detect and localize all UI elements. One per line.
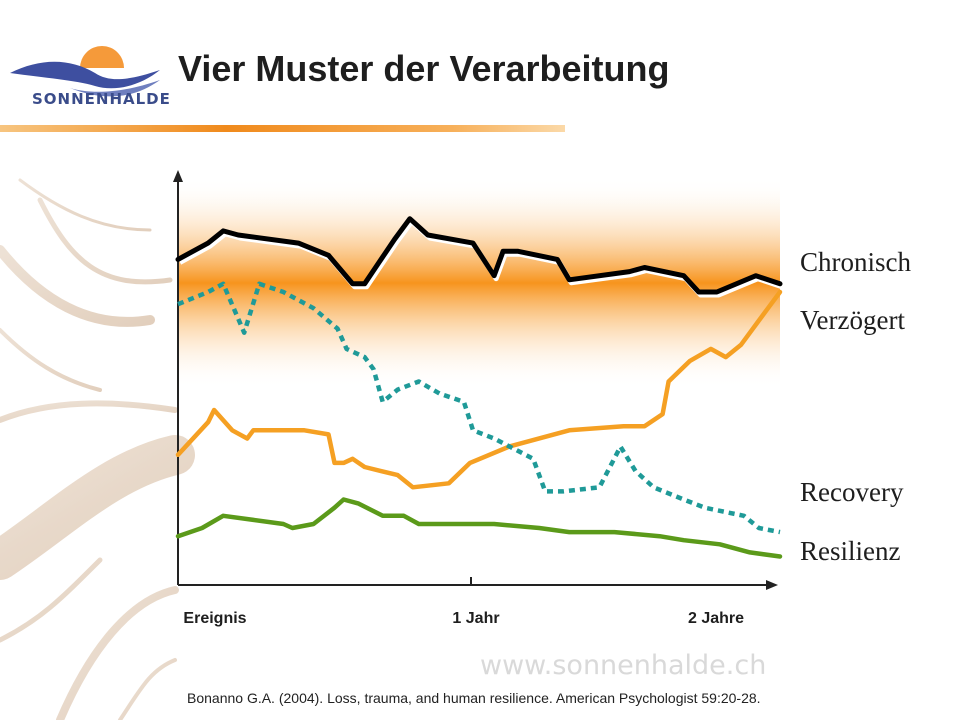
citation: Bonanno G.A. (2004). Loss, trauma, and h… [187, 690, 761, 706]
logo-text: SONNENHALDE [32, 90, 171, 108]
sonnenhalde-logo [10, 46, 160, 97]
slide-title: Vier Muster der Verarbeitung [178, 48, 670, 89]
website-watermark: www.sonnenhalde.ch [480, 650, 767, 681]
label-recovery: Recovery [800, 477, 904, 507]
series-line-recovery [177, 281, 781, 535]
x-axis-arrow [766, 580, 778, 590]
label-delayed: Verzögert [800, 305, 905, 335]
series-line-resilience [175, 497, 783, 559]
series-line-chronic [175, 216, 783, 295]
x-tick-label-2-years: 2 Jahre [687, 610, 745, 627]
x-tick-label-1-year: 1 Jahr [452, 610, 500, 627]
y-axis-arrow [173, 170, 183, 182]
x-tick-label-event: Ereignis [183, 610, 247, 627]
title-underline-bar [0, 125, 565, 132]
label-chronic: Chronisch [800, 247, 911, 277]
series-line-delayed [175, 289, 783, 490]
label-resilience: Resilienz [800, 536, 901, 566]
chronic-zone-band [178, 178, 780, 388]
